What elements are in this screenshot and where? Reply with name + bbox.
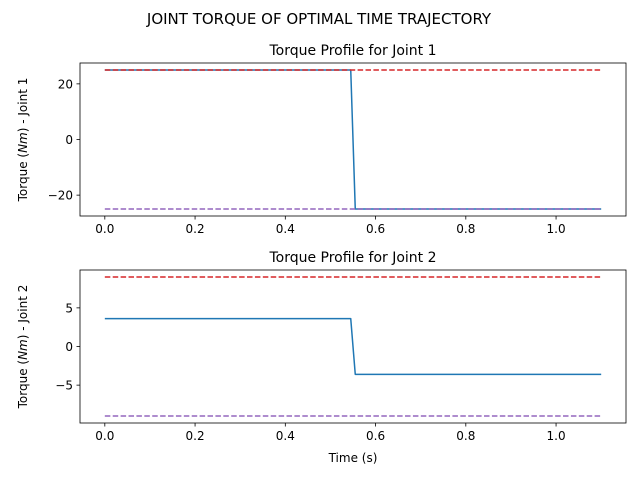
chart-title: Torque Profile for Joint 1 — [268, 43, 436, 59]
y-tick-label: −5 — [55, 379, 73, 393]
x-tick-label: 0.0 — [95, 429, 114, 443]
chart-title: Torque Profile for Joint 2 — [268, 250, 436, 266]
y-tick-label: 0 — [65, 133, 73, 147]
joint2-chart: Torque Profile for Joint 2 0.0 0.2 0.4 0.6 0.… — [16, 250, 627, 465]
x-tick-label: 0.6 — [366, 429, 385, 443]
y-axis-label: Torque (Nm) - Joint 2 — [16, 285, 30, 410]
y-tick-label: 5 — [65, 301, 73, 315]
y-tick-label: −20 — [48, 189, 73, 203]
joint1-chart: Torque Profile for Joint 1 0.0 0.2 0.4 0.6 0.… — [16, 43, 627, 236]
x-tick-label: 0.4 — [276, 429, 295, 443]
x-tick-label: 0.4 — [276, 222, 295, 236]
x-tick-label: 0.8 — [456, 429, 475, 443]
y-axis-label: Torque (Nm) - Joint 1 — [16, 78, 30, 203]
series-torque-line — [104, 317, 602, 376]
x-tick-label: 1.0 — [547, 222, 566, 236]
x-tick-label: 0.2 — [186, 429, 205, 443]
x-tick-label: 0.2 — [186, 222, 205, 236]
x-tick-label: 0.8 — [456, 222, 475, 236]
y-tick-label: 0 — [65, 340, 73, 354]
x-tick-label: 0.6 — [366, 222, 385, 236]
x-axis-label: Time (s) — [328, 451, 378, 465]
y-tick-label: 20 — [58, 77, 73, 91]
x-tick-label: 1.0 — [547, 429, 566, 443]
x-tick-label: 0.0 — [95, 222, 114, 236]
series-torque-line — [104, 69, 602, 210]
figure-suptitle: JOINT TORQUE OF OPTIMAL TIME TRAJECTORY — [146, 10, 492, 28]
